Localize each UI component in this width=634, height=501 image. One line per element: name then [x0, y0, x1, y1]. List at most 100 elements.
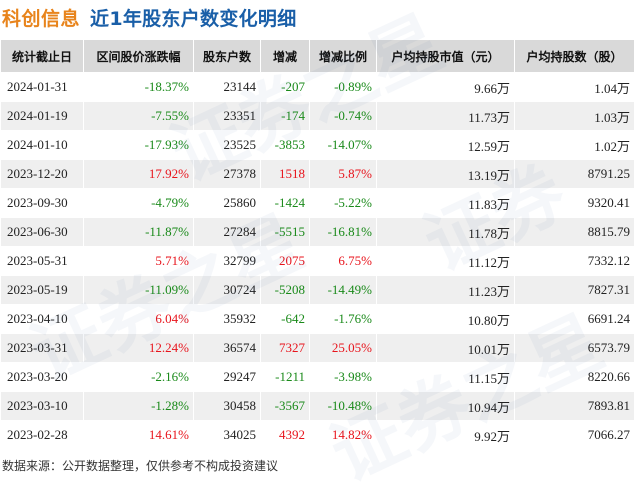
cell-avg-value: 12.59万 [377, 131, 515, 160]
cell-date: 2023-03-31 [1, 334, 84, 363]
cell-delta-pct: -3.98% [310, 363, 377, 392]
cell-avg-shares: 7827.31 [515, 276, 634, 305]
table-row: 2023-06-30-11.87%27284-5515-16.81%11.78万… [1, 218, 634, 247]
col-header-holders: 股东户数 [194, 40, 261, 73]
col-header-avg-value: 户均持股市值（元） [377, 40, 515, 73]
cell-avg-shares: 7332.12 [515, 247, 634, 276]
cell-price-change: -1.28% [84, 392, 194, 421]
cell-holders: 25860 [194, 189, 261, 218]
cell-delta-pct: 5.87% [310, 160, 377, 189]
cell-holders: 23525 [194, 131, 261, 160]
cell-delta: -5208 [261, 276, 310, 305]
cell-avg-shares: 1.03万 [515, 102, 634, 131]
cell-price-change: -11.09% [84, 276, 194, 305]
cell-date: 2023-02-28 [1, 421, 84, 450]
cell-delta-pct: -1.76% [310, 305, 377, 334]
cell-delta-pct: -5.22% [310, 189, 377, 218]
cell-date: 2023-05-19 [1, 276, 84, 305]
cell-avg-shares: 8815.79 [515, 218, 634, 247]
col-header-delta-pct: 增减比例 [310, 40, 377, 73]
cell-delta: -1424 [261, 189, 310, 218]
cell-avg-value: 13.19万 [377, 160, 515, 189]
cell-delta-pct: -14.07% [310, 131, 377, 160]
cell-delta: -3567 [261, 392, 310, 421]
cell-avg-shares: 7893.81 [515, 392, 634, 421]
cell-delta: -1211 [261, 363, 310, 392]
cell-date: 2023-03-10 [1, 392, 84, 421]
cell-delta: -3853 [261, 131, 310, 160]
cell-delta-pct: -0.74% [310, 102, 377, 131]
cell-holders: 34025 [194, 421, 261, 450]
cell-avg-shares: 6691.24 [515, 305, 634, 334]
col-header-price-change: 区间股价涨跌幅 [84, 40, 194, 73]
cell-holders: 30724 [194, 276, 261, 305]
cell-avg-value: 10.80万 [377, 305, 515, 334]
cell-delta-pct: -0.89% [310, 73, 377, 102]
table-row: 2023-05-19-11.09%30724-5208-14.49%11.23万… [1, 276, 634, 305]
cell-delta: -207 [261, 73, 310, 102]
cell-holders: 27284 [194, 218, 261, 247]
cell-price-change: -17.93% [84, 131, 194, 160]
cell-holders: 35932 [194, 305, 261, 334]
cell-delta-pct: -16.81% [310, 218, 377, 247]
cell-delta-pct: 25.05% [310, 334, 377, 363]
cell-avg-value: 11.73万 [377, 102, 515, 131]
cell-delta-pct: 14.82% [310, 421, 377, 450]
cell-holders: 23144 [194, 73, 261, 102]
cell-date: 2024-01-19 [1, 102, 84, 131]
cell-holders: 23351 [194, 102, 261, 131]
cell-price-change: 14.61% [84, 421, 194, 450]
cell-delta: 1518 [261, 160, 310, 189]
cell-avg-shares: 6573.79 [515, 334, 634, 363]
cell-avg-shares: 1.04万 [515, 73, 634, 102]
cell-avg-value: 9.66万 [377, 73, 515, 102]
cell-avg-value: 11.78万 [377, 218, 515, 247]
cell-price-change: 5.71% [84, 247, 194, 276]
cell-delta-pct: -10.48% [310, 392, 377, 421]
cell-delta-pct: -14.49% [310, 276, 377, 305]
page-title: 科创信息 近1年股东户数变化明细 [2, 2, 297, 32]
shareholder-table: 统计截止日 区间股价涨跌幅 股东户数 增减 增减比例 户均持股市值（元） 户均持… [0, 39, 634, 450]
table-header-row: 统计截止日 区间股价涨跌幅 股东户数 增减 增减比例 户均持股市值（元） 户均持… [1, 40, 634, 73]
cell-avg-shares: 8791.25 [515, 160, 634, 189]
cell-avg-shares: 9320.41 [515, 189, 634, 218]
cell-avg-value: 11.83万 [377, 189, 515, 218]
table-row: 2024-01-10-17.93%23525-3853-14.07%12.59万… [1, 131, 634, 160]
cell-price-change: 17.92% [84, 160, 194, 189]
cell-delta: -174 [261, 102, 310, 131]
cell-date: 2023-05-31 [1, 247, 84, 276]
cell-holders: 27378 [194, 160, 261, 189]
cell-date: 2023-06-30 [1, 218, 84, 247]
cell-delta: 4392 [261, 421, 310, 450]
data-source-note: 数据来源：公开数据整理，仅供参考不构成投资建议 [2, 457, 278, 474]
cell-avg-value: 9.92万 [377, 421, 515, 450]
cell-holders: 30458 [194, 392, 261, 421]
cell-holders: 36574 [194, 334, 261, 363]
cell-price-change: -11.87% [84, 218, 194, 247]
cell-price-change: -2.16% [84, 363, 194, 392]
cell-avg-value: 11.23万 [377, 276, 515, 305]
cell-avg-value: 10.01万 [377, 334, 515, 363]
cell-holders: 32799 [194, 247, 261, 276]
cell-date: 2023-12-20 [1, 160, 84, 189]
cell-delta: 7327 [261, 334, 310, 363]
cell-avg-shares: 1.02万 [515, 131, 634, 160]
cell-delta: -5515 [261, 218, 310, 247]
cell-avg-shares: 8220.66 [515, 363, 634, 392]
col-header-date: 统计截止日 [1, 40, 84, 73]
cell-delta: -642 [261, 305, 310, 334]
cell-avg-shares: 7066.27 [515, 421, 634, 450]
cell-price-change: 12.24% [84, 334, 194, 363]
col-header-avg-shares: 户均持股数（股） [515, 40, 634, 73]
cell-avg-value: 10.94万 [377, 392, 515, 421]
cell-delta-pct: 6.75% [310, 247, 377, 276]
cell-avg-value: 11.12万 [377, 247, 515, 276]
